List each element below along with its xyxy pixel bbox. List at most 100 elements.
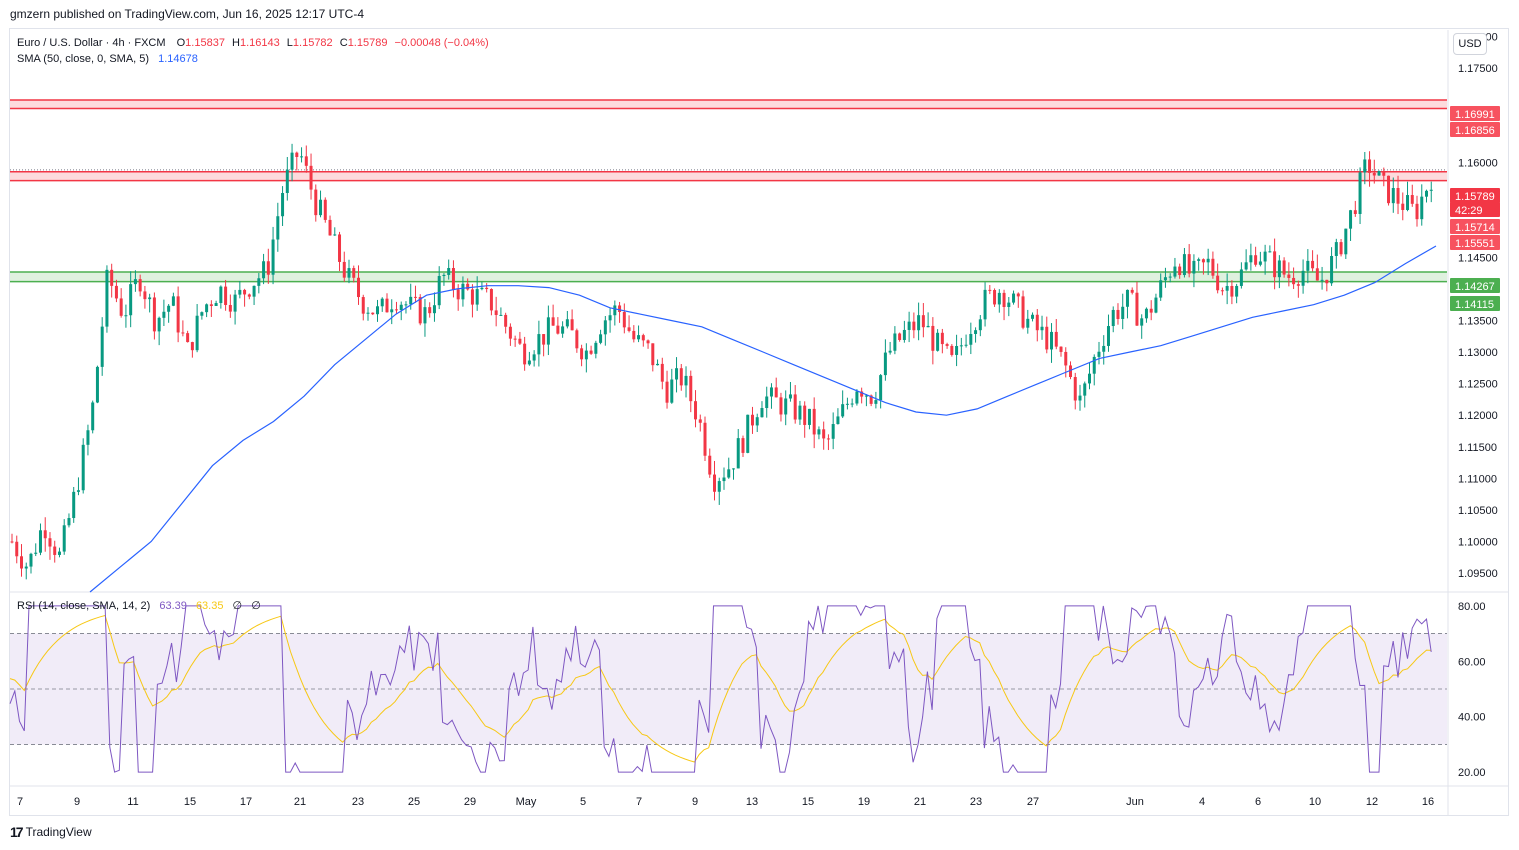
candle-body <box>660 363 664 382</box>
candle-body <box>190 342 194 351</box>
tradingview-logo-text: TradingView <box>25 825 92 839</box>
candle-body <box>157 317 161 332</box>
candle-body <box>105 269 109 327</box>
candle-body <box>148 297 152 300</box>
candle-body <box>518 338 522 344</box>
price-label-text: 1.15714 <box>1455 222 1495 234</box>
currency-button[interactable]: USD <box>1453 33 1487 55</box>
rsi-legend[interactable]: RSI (14, close, SMA, 14, 2) 63.39 63.35 … <box>17 599 261 612</box>
candle-body <box>152 297 156 332</box>
candle-body <box>869 395 873 404</box>
candle-body <box>694 401 698 420</box>
candle-body <box>205 304 209 313</box>
high-label: H <box>232 37 240 49</box>
time-tick-label: 13 <box>746 796 758 808</box>
candle-body <box>594 342 598 354</box>
candle-body <box>34 552 38 554</box>
candle-body <box>271 239 275 275</box>
price-tick-label: 1.13000 <box>1458 347 1498 359</box>
candle-body <box>860 391 864 397</box>
candle-body <box>1035 314 1039 331</box>
candle-body <box>1368 159 1372 173</box>
price-label-text: 1.14115 <box>1455 299 1494 311</box>
candle-body <box>485 287 489 290</box>
candle-body <box>513 338 517 340</box>
candle-body <box>599 334 603 343</box>
candle-body <box>807 408 811 425</box>
candle-body <box>200 312 204 316</box>
candle-body <box>603 320 607 335</box>
candle-body <box>357 277 361 298</box>
time-tick-label: 16 <box>1422 796 1434 808</box>
candle-body <box>1121 306 1125 319</box>
candle-body <box>385 298 389 313</box>
candle-body <box>1377 171 1381 176</box>
price-label-text: 1.16991 <box>1455 109 1495 121</box>
candle-body <box>551 317 555 326</box>
candle-body <box>727 469 731 478</box>
candle-body <box>181 332 185 334</box>
sma-label[interactable]: SMA (50, close, 0, SMA, 5) <box>17 53 150 65</box>
candle-body <box>1330 255 1334 284</box>
candle-body <box>589 350 593 354</box>
candle-body <box>1149 308 1153 313</box>
candle-body <box>902 329 906 340</box>
candle-body <box>741 438 745 453</box>
sma-row[interactable]: SMA (50, close, 0, SMA, 5) 1.14678 <box>17 51 489 67</box>
candle-body <box>1391 188 1395 204</box>
close-label: C <box>339 37 348 49</box>
tradingview-logo-icon: 17 <box>10 824 24 840</box>
time-tick-label: May <box>516 796 537 808</box>
candle-body <box>1220 290 1224 292</box>
candle-body <box>247 294 251 297</box>
candle-body <box>15 541 19 557</box>
candle-body <box>646 340 650 344</box>
candle-body <box>969 333 973 345</box>
symbol-name[interactable]: Euro / U.S. Dollar · 4h · FXCM <box>17 37 166 49</box>
candle-body <box>1282 260 1286 275</box>
candle-body <box>746 414 750 453</box>
candle-body <box>798 405 802 420</box>
candle-body <box>1206 258 1210 263</box>
candle-body <box>110 269 114 286</box>
candle-body <box>793 394 797 420</box>
candle-body <box>1078 395 1082 401</box>
candle-body <box>1154 297 1158 313</box>
candle-body <box>997 292 1001 305</box>
candle-body <box>575 330 579 349</box>
candle-body <box>717 481 721 492</box>
candle-body <box>124 315 128 317</box>
candle-body <box>708 455 712 475</box>
candle-body <box>1187 254 1191 274</box>
rsi-label[interactable]: RSI (14, close, SMA, 14, 2) <box>17 600 151 612</box>
candle-body <box>613 305 617 316</box>
candle-body <box>1083 383 1087 396</box>
candle-body <box>812 408 816 435</box>
time-tick-label: 4 <box>1199 796 1205 808</box>
candle-body <box>1235 285 1239 297</box>
candle-body <box>1125 289 1129 307</box>
candle-body <box>898 333 902 340</box>
footer-branding[interactable]: 17 TradingView <box>10 824 92 840</box>
candle-body <box>931 325 935 351</box>
candle-body <box>1254 255 1258 265</box>
candle-body <box>266 261 270 275</box>
candle-body <box>91 402 95 431</box>
candle-body <box>423 307 427 324</box>
candle-body <box>1031 314 1035 319</box>
candle-body <box>855 391 859 404</box>
candle-body <box>1040 326 1044 331</box>
time-tick-label: 29 <box>464 796 476 808</box>
candle-body <box>608 315 612 321</box>
candle-body <box>1059 346 1063 352</box>
candle-body <box>1050 331 1054 350</box>
candle-body <box>314 189 318 216</box>
price-label-box <box>1450 219 1500 234</box>
candle-body <box>224 286 228 305</box>
candle-body <box>1306 260 1310 271</box>
candle-body <box>380 298 384 307</box>
candle-body <box>219 286 223 304</box>
time-tick-label: 11 <box>127 796 138 808</box>
ohlc-row[interactable]: Euro / U.S. Dollar · 4h · FXCM O1.15837 … <box>17 35 489 51</box>
